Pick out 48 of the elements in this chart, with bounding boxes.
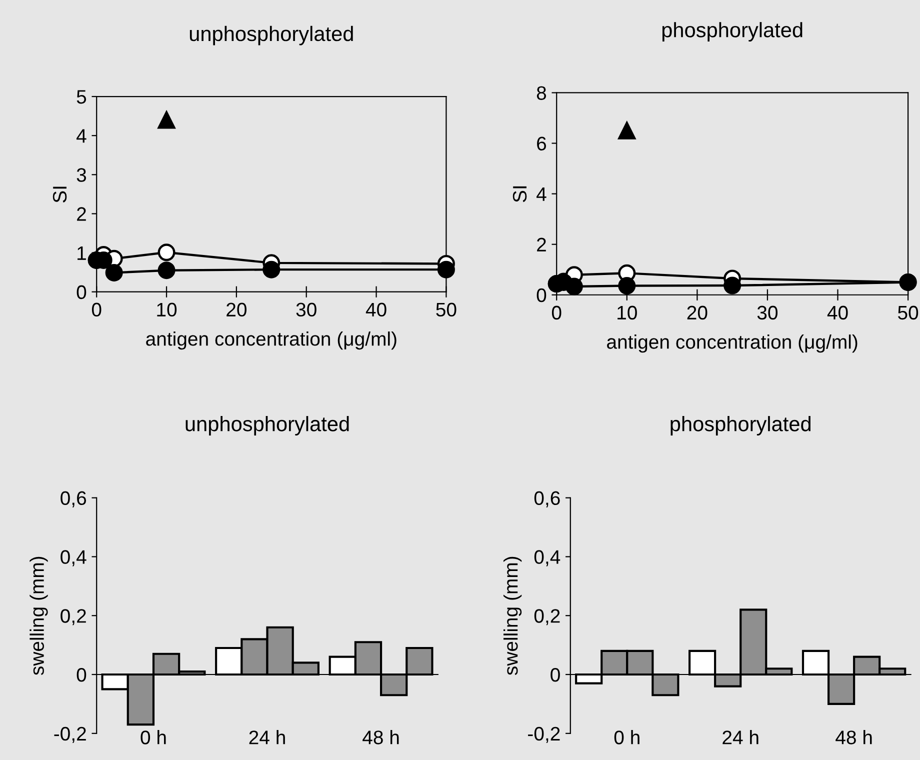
x-tick-label: 40 [827, 306, 848, 320]
y-tick-label: 0,6 [534, 491, 560, 508]
x-tick-label: 10 [157, 302, 177, 317]
y-tick-label: 0,6 [60, 491, 86, 508]
y-tick-label: 4 [76, 129, 86, 143]
y-axis-title: swelling (mm) [503, 556, 522, 676]
y-tick-label: 2 [537, 238, 546, 252]
y-tick-label: 6 [537, 136, 546, 150]
chart-title: unphosphorylated [186, 416, 349, 436]
y-tick-label: 0,4 [534, 550, 560, 566]
y-tick-label: 0,2 [534, 609, 560, 626]
x-axis-title: antigen concentration (μg/ml) [607, 334, 858, 353]
y-tick-label: 0,4 [60, 550, 86, 566]
y-axis-title: swelling (mm) [30, 556, 48, 676]
chart-title: phosphorylated [670, 416, 810, 436]
y-tick-label: 0 [76, 285, 86, 300]
y-tick-label: 1 [78, 246, 86, 260]
y-tick-label: 2 [77, 207, 86, 221]
y-tick-label: -0,2 [528, 726, 560, 743]
x-tick-label: 24 h [722, 730, 758, 744]
x-tick-label: 50 [898, 306, 918, 320]
x-tick-label: 0 [92, 302, 102, 317]
y-axis-title: SI [52, 186, 67, 202]
y-axis-title: SI [512, 186, 527, 202]
x-tick-label: 24 h [249, 730, 285, 744]
y-tick-label: 4 [536, 187, 546, 201]
x-tick-label: 50 [436, 302, 456, 317]
y-tick-label: 3 [76, 168, 86, 182]
y-tick-label: 0 [550, 668, 560, 682]
x-tick-label: 48 h [836, 730, 872, 744]
x-tick-label: 20 [687, 306, 708, 320]
y-tick-label: 8 [536, 86, 546, 100]
y-tick-label: 0,2 [60, 609, 86, 626]
x-tick-label: 10 [618, 306, 637, 320]
x-tick-label: 30 [296, 302, 316, 317]
x-tick-label: 48 h [362, 730, 399, 744]
y-tick-label: 0 [76, 668, 86, 682]
x-axis-title: antigen concentration (μg/ml) [146, 331, 396, 350]
y-tick-label: 5 [76, 90, 86, 104]
x-tick-label: 0 h [614, 730, 640, 744]
x-tick-label: 0 h [140, 730, 166, 744]
chart-title: unphosphorylated [190, 26, 353, 46]
y-tick-label: -0,2 [54, 726, 86, 743]
x-tick-label: 30 [757, 306, 778, 320]
x-tick-label: 40 [366, 302, 386, 317]
y-tick-label: 0 [536, 288, 546, 302]
chart-title: phosphorylated [662, 22, 802, 42]
x-tick-label: 20 [226, 302, 246, 317]
